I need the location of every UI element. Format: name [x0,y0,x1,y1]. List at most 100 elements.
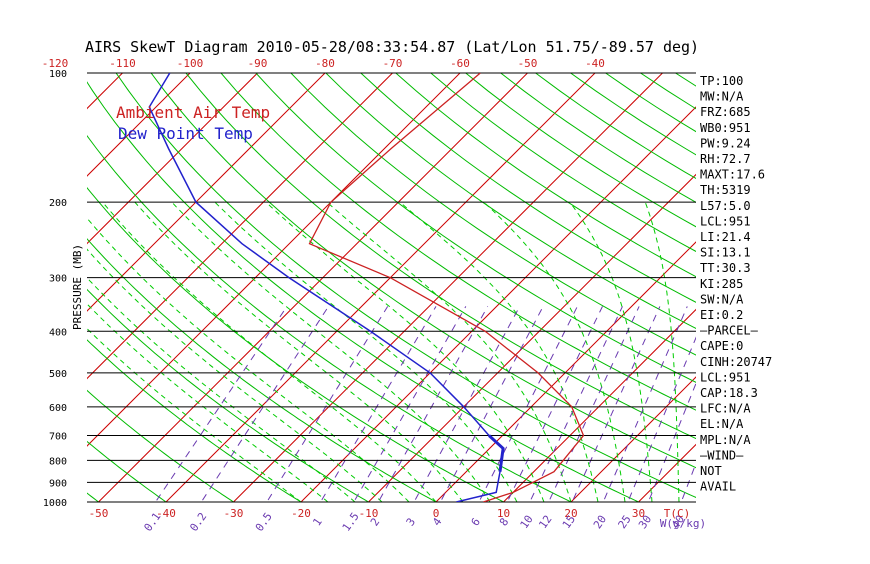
index-item: CINH:20747 [700,355,772,369]
index-item: AVAIL [700,480,736,494]
index-item: SI:13.1 [700,246,751,260]
mixing-ratio-tick-label: 1 [310,516,324,529]
index-item: LI:21.4 [700,230,751,244]
mixing-ratio-line [474,306,577,511]
pressure-tick-label: 100 [49,69,67,80]
mixing-ratio-line [195,306,328,511]
dry-adiabat-line [291,73,870,511]
index-item: MAXT:17.6 [700,168,765,182]
index-item: FRZ:685 [700,105,751,119]
index-item: LCL:951 [700,214,751,228]
dry-adiabat-line [0,73,42,511]
mixing-ratio-tick-label: 12 [536,513,554,531]
pressure-tick-labels: 100 200 300 400 500 600 700 800 900 1000 [43,69,67,509]
dry-adiabat-line [0,73,111,511]
pressure-tick-label: 400 [49,327,67,338]
index-item: PW:9.24 [700,136,751,150]
index-item: KI:285 [700,277,743,291]
moist-adiabat-line [48,202,382,502]
index-item: CAP:18.3 [700,386,758,400]
index-item: TT:30.3 [700,261,751,275]
index-item: WB0:951 [700,121,751,135]
index-item: SW:N/A [700,292,744,306]
index-item: CAPE:0 [700,339,743,353]
pressure-tick-label: 900 [49,478,67,489]
mixing-ratio-line [568,306,660,511]
dry-adiabat-line [431,73,870,511]
bottom-temperature-tick-label: -50 [89,507,109,520]
legend-dew-point-temp: Dew Point Temp [118,124,253,143]
bottom-temperature-tick-label: -30 [224,507,244,520]
mixing-ratio-tick-label: 3 [404,516,418,529]
top-temperature-tick-label: -40 [585,57,605,70]
dry-adiabat-line [326,73,870,511]
mixing-ratio-unit-label: W(g/kg) [660,517,706,530]
dry-adiabat-line [466,73,870,511]
top-temperature-tick-label: -60 [450,57,470,70]
moist-adiabat-line [172,202,490,502]
index-item: MPL:N/A [700,433,751,447]
index-item: TH:5319 [700,183,751,197]
dry-adiabat-line [396,73,870,511]
mixing-ratio-tick-label: 0.2 [187,510,209,534]
pressure-tick-label: 800 [49,456,67,467]
dry-adiabat-line [501,73,870,511]
mixing-ratio-line [409,306,519,511]
index-item: —WIND— [700,448,744,462]
mixing-ratio-tick-label: 20 [591,513,609,531]
index-item: TP:100 [700,74,743,88]
dry-adiabat-line [641,73,870,511]
isotherm-line [841,73,870,502]
y-axis-label: PRESSURE (MB) [71,244,84,330]
isotherm-line [0,73,55,502]
index-item: EI:0.2 [700,308,743,322]
isotherm-line [436,73,865,502]
moist-adiabat-line [327,202,571,502]
dry-adiabat-line [745,73,870,511]
pressure-tick-label: 600 [49,403,67,414]
top-temperature-tick-label: -50 [518,57,538,70]
index-item: L57:5.0 [700,199,751,213]
index-item: NOT [700,464,722,478]
mixing-ratio-tick-label: 10 [518,513,536,531]
pressure-tick-label: 300 [49,274,67,285]
mixing-ratio-line [349,306,466,511]
dry-adiabat-line [256,73,870,511]
bottom-temperature-tick-label: -20 [291,507,311,520]
dry-adiabat-line [780,73,870,511]
index-item: RH:72.7 [700,152,751,166]
isotherm-line [774,73,870,502]
isotherm-line [639,73,870,502]
mixing-ratio-line [624,306,709,511]
pressure-tick-label: 200 [49,198,67,209]
index-item: MW:N/A [700,90,744,104]
isotherm-line [234,73,663,502]
ambient-air-temp-line [310,73,584,502]
mixing-ratio-line [544,306,639,511]
index-item: EL:N/A [700,417,744,431]
pressure-tick-label: 700 [49,432,67,443]
mixing-ratio-tick-label: 6 [469,516,483,529]
chart-title: AIRS SkewT Diagram 2010-05-28/08:33:54.8… [85,38,699,56]
index-item: LFC:N/A [700,402,751,416]
index-item: —PARCEL— [700,324,759,338]
dew-point-thick-segment [489,436,503,472]
legend-ambient-air-temp: Ambient Air Temp [116,103,270,122]
top-temperature-tick-label: -90 [248,57,268,70]
top-temperature-tick-label: -110 [109,57,136,70]
top-temperature-tick-label: -80 [315,57,335,70]
top-temperature-tick-label: -120 [42,57,69,70]
pressure-tick-label: 1000 [43,498,67,509]
top-temperature-tick-label: -70 [383,57,403,70]
pressure-tick-label: 500 [49,369,67,380]
moist-adiabat-line [400,202,598,502]
isotherm-line [301,73,730,502]
top-temperature-labels: -120-110-100-90-80-70-60-50-40 [42,57,605,70]
mixing-ratio-tick-label: 0.5 [253,510,275,534]
bottom-temperature-tick-label: -10 [359,507,379,520]
mixing-ratio-line [599,306,687,511]
